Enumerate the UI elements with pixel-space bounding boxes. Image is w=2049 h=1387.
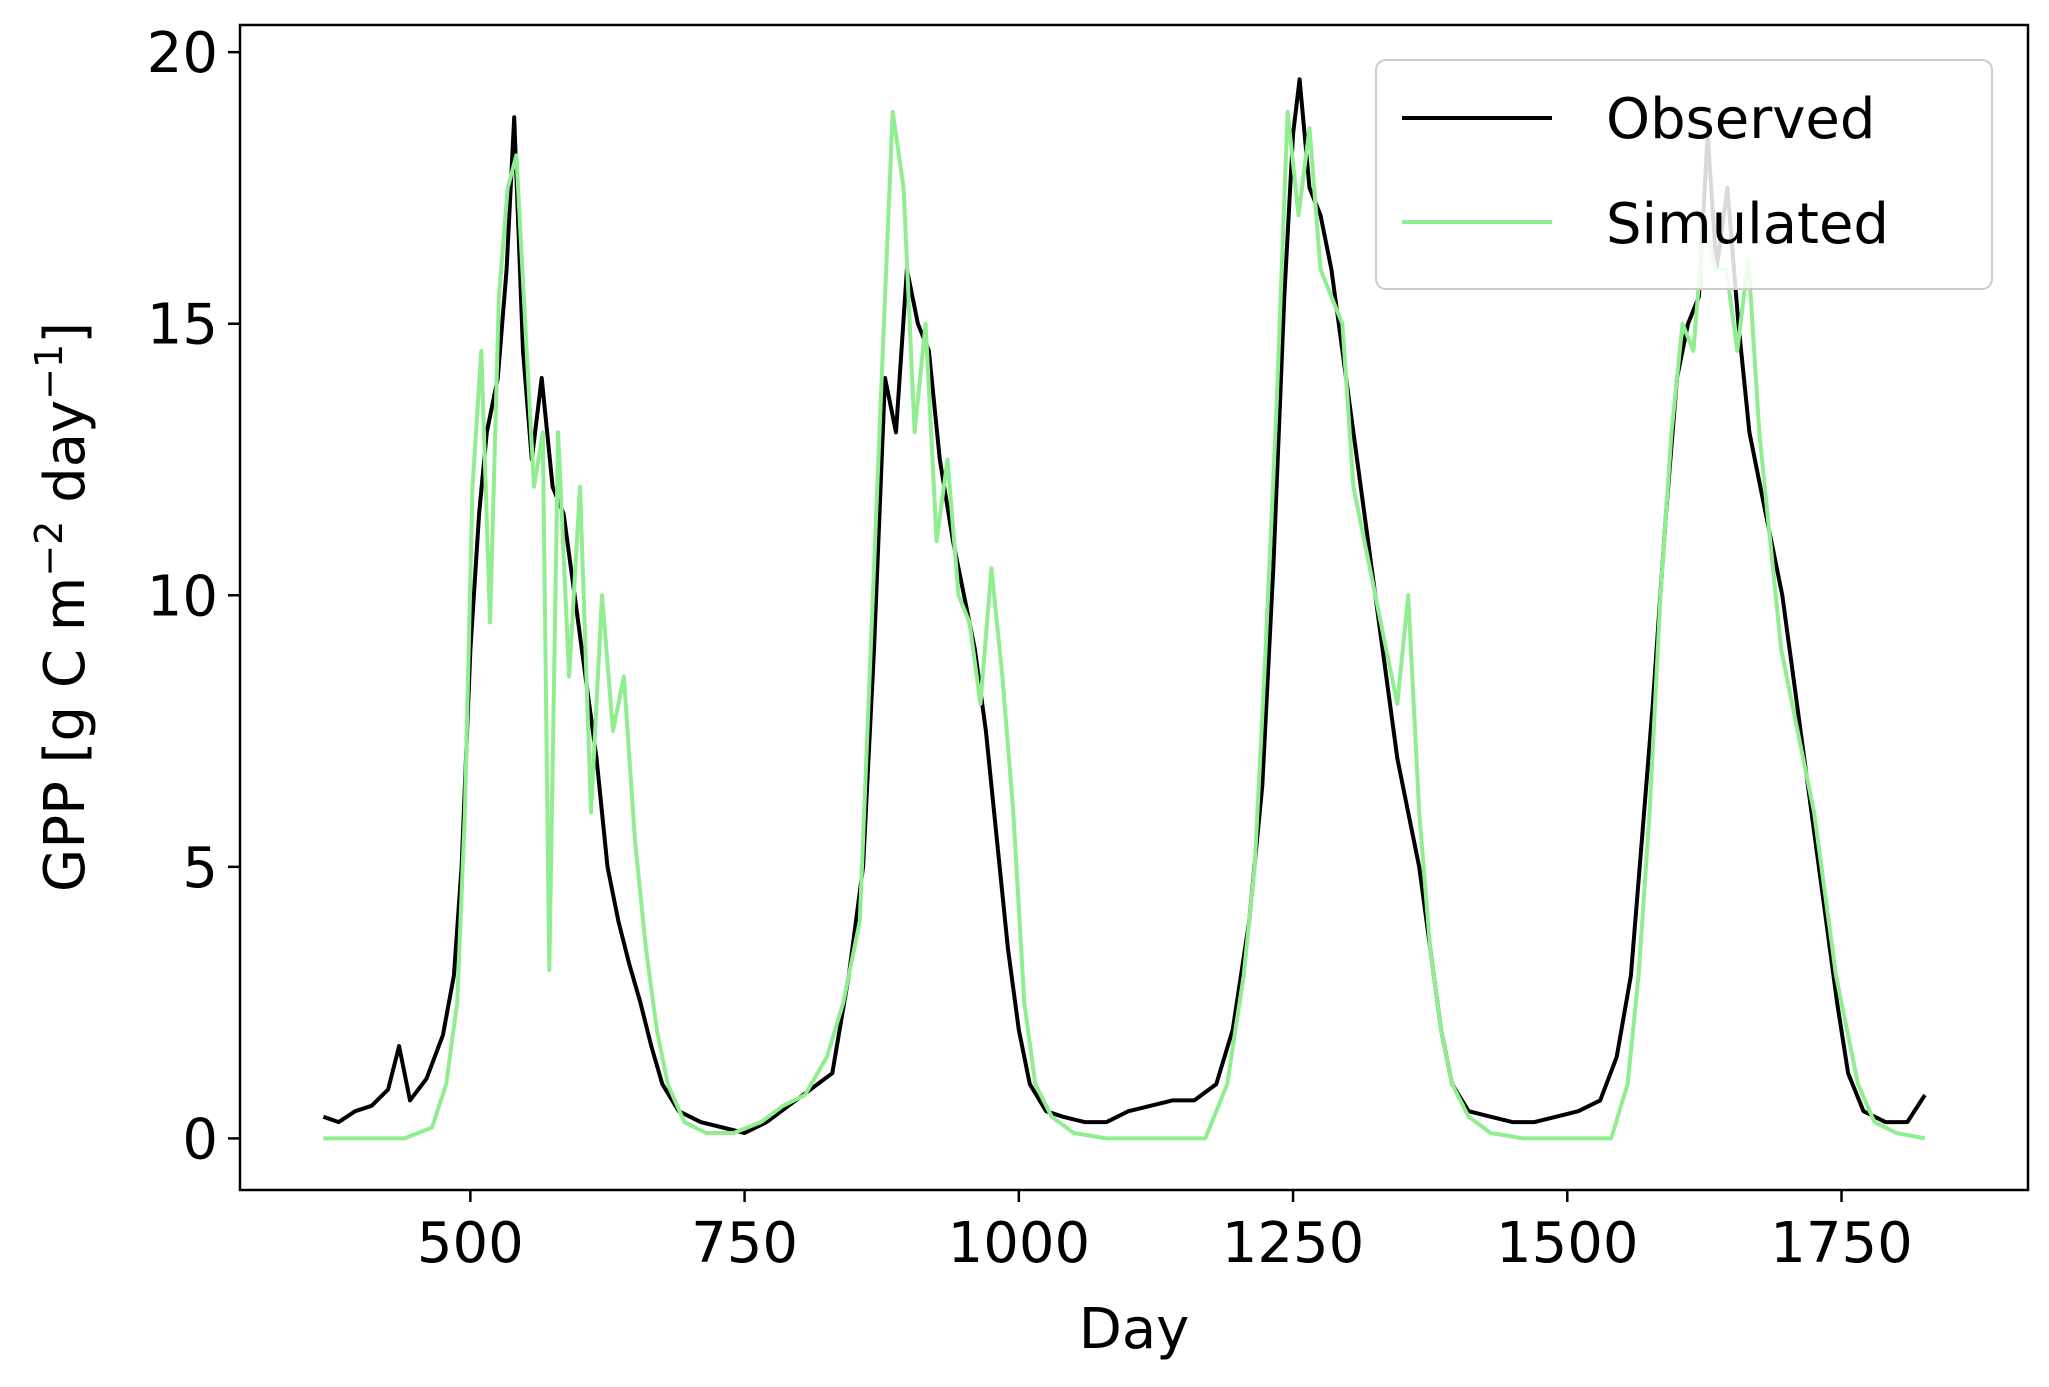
y-axis-label-main: GPP [g C m [33,577,98,892]
y-tick-label: 15 [147,293,218,358]
y-tick-label: 0 [182,1107,218,1172]
y-axis-label-end: ] [33,322,98,344]
y-tick-label: 20 [147,21,218,86]
y-axis-label-sup-2: −1 [27,344,71,400]
series-layer [322,77,1927,1141]
plot-area [238,23,2030,1192]
x-tick-label: 750 [691,1211,798,1276]
y-axis-label-middle: day [33,400,98,521]
series-line-simulated [323,109,1926,1141]
y-axis-ticks: 0 5 10 15 20 [147,21,240,1172]
x-tick-label: 500 [417,1211,524,1276]
x-tick-label: 1500 [1496,1211,1639,1276]
x-tick-label: 1750 [1770,1211,1913,1276]
x-tick-label: 1000 [948,1211,1091,1276]
legend: Observed Simulated [1375,59,1993,290]
x-axis-label: Day [1079,1297,1190,1362]
y-tick-label: 5 [182,836,218,901]
y-axis-label: GPP [g C m−2 day−1] [27,322,98,892]
x-axis-ticks: 500 750 1000 1250 1500 1750 [417,1190,1913,1276]
plot-frame [238,23,2030,1192]
legend-label-observed: Observed [1606,87,1875,152]
legend-label-simulated: Simulated [1606,192,1889,257]
x-tick-label: 1250 [1222,1211,1365,1276]
y-tick-label: 10 [147,564,218,629]
y-axis-label-sup-1: −2 [27,521,71,577]
